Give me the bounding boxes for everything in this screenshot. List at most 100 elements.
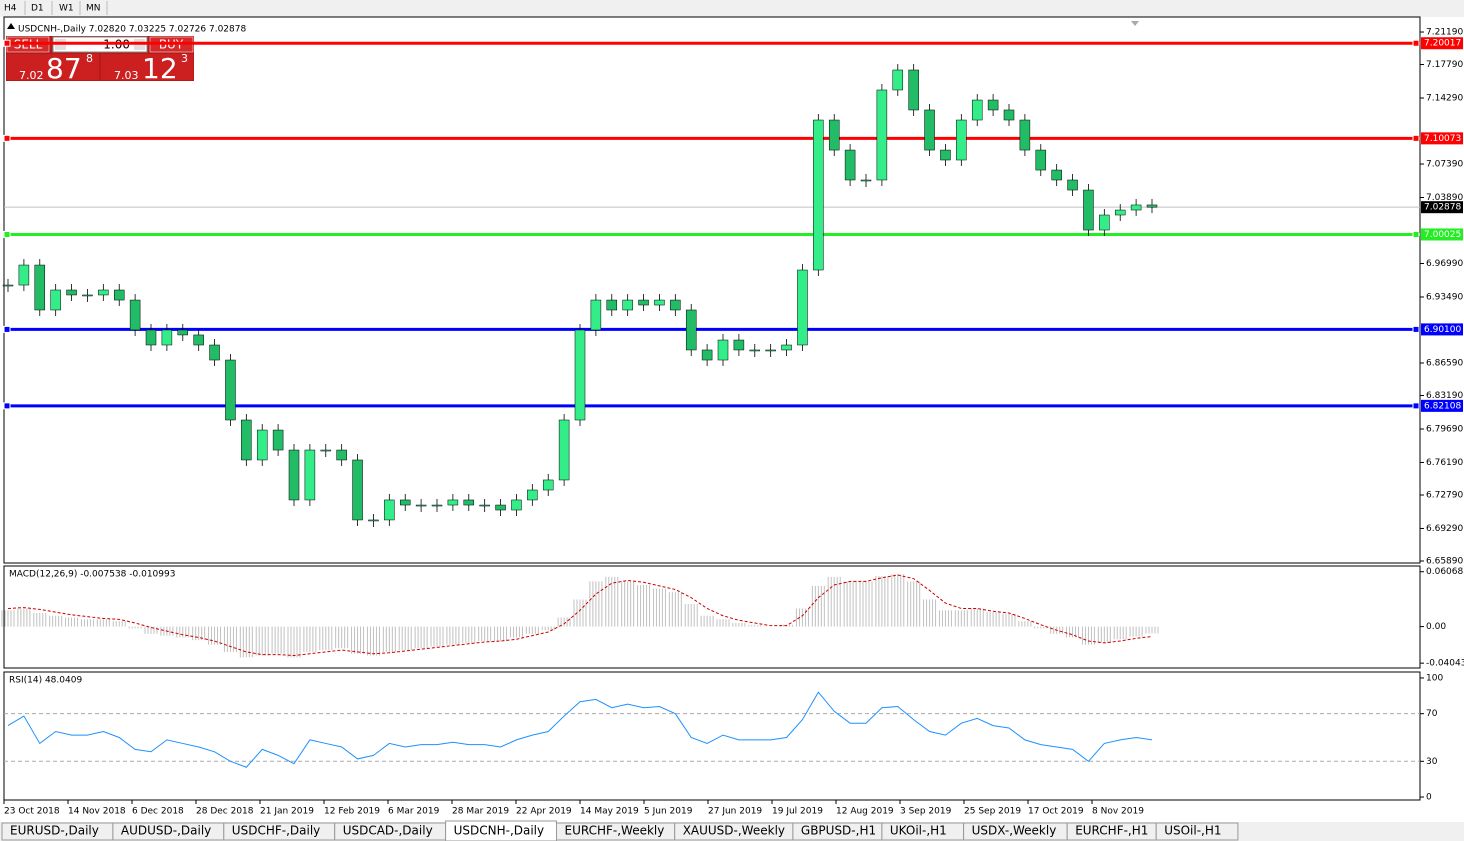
toolbar (0, 0, 1464, 17)
x-tick-label: 5 Jun 2019 (644, 807, 693, 817)
candle (781, 344, 792, 351)
candle (352, 459, 363, 521)
bid-fraction: 8 (86, 52, 93, 65)
y-tick-label: 7.17790 (1426, 60, 1463, 70)
title-icon (7, 23, 15, 29)
tab-label[interactable]: USDCHF-,Daily (232, 824, 320, 838)
timeframe-button[interactable]: H4 (4, 4, 17, 14)
x-tick-label: 6 Dec 2018 (132, 807, 184, 817)
candle (940, 149, 951, 161)
level-tag (1421, 132, 1463, 145)
candle (765, 349, 776, 352)
macd-label: MACD(12,26,9) -0.007538 -0.010993 (9, 570, 175, 580)
candle (606, 299, 618, 311)
y-tick-label: 6.96990 (1426, 259, 1463, 269)
level-handle (3, 402, 11, 410)
y-tick-label: 6.83190 (1426, 391, 1463, 401)
y-tick-label: 6.93490 (1426, 292, 1463, 302)
tab-label[interactable]: USDCNH-,Daily (454, 824, 545, 838)
candle (336, 449, 347, 461)
y-tick-label: 7.07390 (1426, 160, 1463, 170)
level-handle (3, 230, 11, 238)
tab-label[interactable]: EURCHF-,H1 (1075, 824, 1148, 838)
y-tick-label: 100 (1426, 673, 1443, 683)
candle (971, 99, 983, 121)
shift-marker (1131, 21, 1139, 26)
candle (399, 499, 411, 506)
candle (860, 179, 872, 182)
candle (527, 489, 538, 501)
tab[interactable] (1155, 822, 1239, 841)
candle (272, 429, 284, 451)
x-tick-label: 22 Apr 2019 (516, 807, 572, 817)
level-tag (1421, 399, 1463, 412)
candle (828, 119, 840, 151)
candle (542, 479, 554, 491)
level-handle (1412, 402, 1420, 410)
candle (98, 289, 109, 296)
y-tick-label: 7.14290 (1426, 94, 1463, 104)
y-tick-label: 6.72790 (1426, 490, 1463, 500)
x-tick-label: 3 Sep 2019 (900, 807, 952, 817)
tab-label[interactable]: GBPUSD-,H1 (801, 824, 876, 838)
tab-label[interactable]: USDCAD-,Daily (343, 824, 433, 838)
candle (1067, 179, 1078, 191)
candle (892, 69, 904, 91)
candle (447, 499, 459, 506)
rsi-label: RSI(14) 48.0409 (9, 676, 82, 686)
level-handle (1412, 230, 1420, 238)
candle (654, 299, 665, 306)
y-tick-label: 6.65890 (1426, 556, 1463, 566)
tab-label[interactable]: USDX-,Weekly (972, 824, 1057, 838)
candle (1099, 214, 1110, 231)
y-tick-label: 6.86590 (1426, 358, 1463, 368)
level-label: 7.20017 (1424, 39, 1461, 49)
candle (368, 519, 379, 522)
timeframe-button[interactable]: W1 (59, 4, 74, 14)
level-handle (1412, 134, 1420, 142)
rsi-panel (3, 671, 1421, 801)
candle (1019, 119, 1031, 151)
tab-label[interactable]: EURUSD-,Daily (10, 824, 99, 838)
macd-panel (3, 565, 1421, 669)
tab-label[interactable]: EURCHF-,Weekly (565, 824, 665, 838)
candle (797, 269, 808, 346)
candle (113, 289, 125, 301)
y-tick-label: 6.76190 (1426, 458, 1463, 468)
candle (415, 504, 427, 507)
timeframe-button[interactable]: MN (86, 4, 101, 14)
tab-label[interactable]: XAUUSD-,Weekly (683, 824, 785, 838)
candle (384, 499, 395, 521)
candle (1051, 169, 1062, 181)
candle (463, 499, 475, 506)
candle (701, 349, 713, 361)
tab-label[interactable]: AUDUSD-,Daily (121, 824, 211, 838)
y-tick-label: 0.00 (1426, 622, 1446, 632)
candle (66, 289, 77, 296)
tab-label[interactable]: USOil-,H1 (1164, 824, 1221, 838)
ask-box[interactable] (101, 54, 193, 80)
x-tick-label: 8 Nov 2019 (1092, 807, 1144, 817)
x-tick-label: 14 Nov 2018 (68, 807, 126, 817)
tab-label[interactable]: UKOil-,H1 (890, 824, 947, 838)
bid-box[interactable] (7, 54, 99, 80)
candle (241, 419, 252, 461)
current-price-label: 7.02878 (1424, 203, 1461, 213)
y-tick-label: -0.040438 (1426, 659, 1464, 669)
x-tick-label: 28 Mar 2019 (452, 807, 509, 817)
timeframe-button[interactable]: D1 (31, 4, 44, 14)
candle (638, 299, 649, 306)
candle (590, 299, 602, 331)
candle (1114, 209, 1126, 216)
candle (733, 339, 745, 351)
candle (558, 419, 570, 481)
level-tag (1421, 37, 1463, 50)
y-tick-label: 7.21190 (1426, 28, 1463, 38)
level-label: 6.82108 (1424, 401, 1461, 411)
x-tick-label: 21 Jan 2019 (260, 807, 314, 817)
ask-fraction: 3 (181, 52, 188, 65)
y-tick-label: 7.03890 (1426, 193, 1463, 203)
candle (495, 504, 506, 511)
candle (685, 309, 697, 351)
